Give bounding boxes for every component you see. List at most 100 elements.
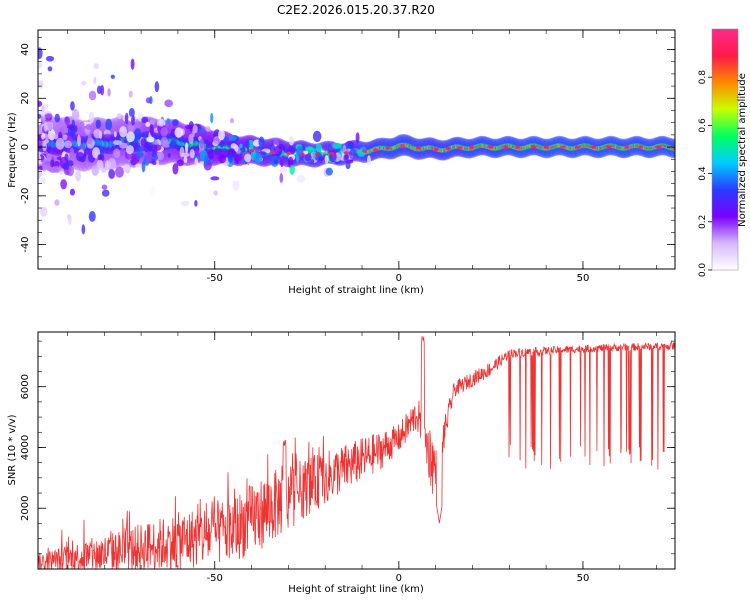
heat-cell-noise: [104, 133, 111, 138]
snr-xtick-label-0: -50: [207, 573, 223, 584]
heat-cell-noise: [189, 148, 195, 159]
heat-cell-noise: [136, 145, 146, 152]
figure-title: C2E2.2026.015.20.37.R20: [277, 3, 435, 17]
snr-xlabel: Height of straight line (km): [288, 584, 424, 595]
heat-cell-noise: [69, 147, 75, 158]
heat-cell-noise: [52, 165, 60, 173]
heat-cell-noise: [50, 159, 55, 168]
heat-cell-noise: [149, 119, 156, 126]
heat-cell-noise: [174, 127, 183, 138]
heat-cell-noise: [140, 138, 147, 147]
heat-cell-noise: [39, 177, 47, 185]
snr-series-line: [38, 336, 675, 569]
heat-cell-noise: [205, 144, 214, 149]
heat-cell-noise: [219, 141, 225, 148]
heat-cell-noise: [98, 131, 103, 139]
heat-cell-noise: [160, 127, 168, 137]
heat-cell-noise: [64, 140, 72, 149]
heat-cell-noise: [355, 132, 360, 144]
heat-cell-noise: [135, 151, 144, 159]
heat-cell-noise: [153, 144, 162, 151]
heat-cell-peak: [416, 146, 422, 150]
heat-cell-noise: [38, 114, 42, 119]
heat-cell-noise: [53, 160, 60, 168]
heat-cell-noise: [181, 152, 190, 158]
heat-cell-noise: [210, 176, 220, 181]
heat-cell-peak: [286, 151, 292, 155]
heat-cell-noise: [229, 118, 235, 124]
heat-cell-noise: [234, 144, 239, 152]
colorbar-tick-label-1: 0.2: [698, 215, 708, 229]
heat-cell-noise: [38, 100, 43, 107]
heat-cell-noise: [107, 88, 111, 97]
heat-cell-noise: [105, 118, 113, 131]
heat-cell-noise: [39, 206, 48, 217]
heat-cell-noise: [148, 186, 156, 198]
spectrogram-ytick-label-3: 20: [20, 92, 31, 105]
heat-cell-noise: [204, 155, 209, 168]
heat-cell-noise: [141, 160, 146, 173]
heat-cell-noise: [279, 173, 284, 183]
heat-cell-noise: [45, 55, 55, 62]
heat-cell-peak: [433, 147, 439, 152]
heat-cell-noise: [149, 124, 154, 136]
spectrogram-ytick-label-4: 40: [20, 43, 31, 56]
heat-cell-noise: [273, 159, 278, 165]
heat-cell-noise: [218, 153, 227, 164]
heat-cell-noise: [244, 153, 252, 163]
heat-cell-noise: [172, 119, 179, 127]
heat-cell-noise: [42, 141, 47, 152]
heat-cell-noise: [194, 157, 199, 168]
heat-cell-noise: [44, 103, 49, 109]
spectrogram-ytick-label-0: -40: [20, 236, 31, 252]
heat-cell-noise: [62, 134, 68, 141]
heat-cell-noise: [75, 152, 85, 162]
heat-cell-noise: [149, 96, 153, 105]
heat-cell-noise: [344, 154, 349, 160]
heat-cell-noise: [108, 168, 116, 179]
heat-cell-peak: [574, 145, 580, 149]
heat-cell-noise: [349, 148, 357, 156]
heat-cell-noise: [164, 99, 173, 108]
heat-cell-noise: [289, 164, 295, 175]
heat-cell-noise: [75, 170, 82, 182]
colorbar-tick-label-3: 0.6: [698, 118, 708, 133]
heat-cell-noise: [38, 61, 43, 69]
heat-cell-peak: [249, 149, 255, 153]
heat-cell-noise: [232, 180, 240, 191]
heat-cell-noise: [68, 165, 72, 175]
heat-cell-noise: [254, 152, 263, 164]
heat-cell-peak: [638, 145, 644, 149]
heat-cell-noise: [41, 158, 48, 166]
heat-cell-noise: [122, 164, 131, 172]
heat-cell-noise: [93, 76, 97, 85]
heat-cell-peak: [457, 146, 463, 150]
colorbar-tick-label-4: 0.8: [698, 70, 708, 85]
heat-cell-noise: [59, 170, 65, 175]
heat-cell-peak: [362, 149, 368, 153]
heat-cell-noise: [185, 124, 195, 130]
spectrogram-xtick-label-0: -50: [207, 273, 223, 284]
heat-cell-noise: [304, 153, 312, 162]
heat-cell-noise: [310, 159, 315, 165]
heat-cell-noise: [115, 166, 124, 178]
heat-cell-peak: [531, 145, 537, 149]
snr-ylabel: SNR (10 * v/v): [7, 414, 18, 485]
heat-cell-noise: [125, 144, 134, 155]
heat-cell-noise: [155, 158, 159, 169]
heat-cell-noise: [85, 123, 93, 130]
heat-cell-peak: [624, 145, 630, 149]
heat-cell-noise: [58, 131, 62, 140]
heat-cell-noise: [141, 116, 149, 124]
heat-cell-noise: [318, 156, 324, 161]
heat-cell-noise: [38, 170, 43, 178]
heat-cell-noise: [44, 113, 53, 119]
heat-cell-peak: [400, 144, 406, 148]
heat-cell-noise: [312, 130, 322, 143]
heat-cell-noise: [240, 147, 246, 153]
heat-cell-noise: [88, 210, 96, 222]
heat-cell-noise: [218, 129, 225, 141]
heat-cell-noise: [119, 126, 128, 138]
heat-cell-noise: [332, 142, 342, 149]
